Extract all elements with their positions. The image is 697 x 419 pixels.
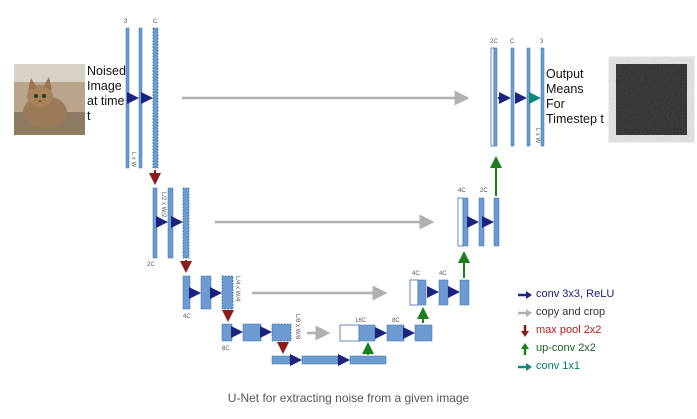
feature-map-d4-copy <box>339 324 360 342</box>
feature-map-d4-a <box>386 324 405 342</box>
feature-map-l3-b <box>200 275 212 310</box>
legend-pool: max pool 2x2 <box>518 323 614 338</box>
channel-label: 8C <box>392 318 400 324</box>
feature-map-l2-b <box>167 187 174 259</box>
conv1x1-arrow-icon <box>518 362 532 371</box>
dim-label: L/8 x W/8 <box>294 314 300 340</box>
feature-map-l2-a <box>152 187 158 259</box>
channel-label: C <box>153 19 158 25</box>
feature-map-d2-up <box>462 197 469 247</box>
feature-map-d1-copy <box>490 47 495 147</box>
feature-map-d3-b <box>459 279 470 306</box>
output-noise-image <box>616 64 687 135</box>
feature-map-d1-b <box>526 47 531 147</box>
feature-map-d3-copy <box>409 279 419 306</box>
feature-map-d2-a <box>478 197 485 247</box>
up-conv-arrow-icon <box>521 342 529 355</box>
channel-label: 16C <box>355 318 367 324</box>
copy-arrow-icon <box>518 308 532 317</box>
dim-label: L/2 x W/2 <box>160 192 166 218</box>
channel-label: 2C <box>490 39 498 45</box>
input-label: Noised Image at time t <box>87 64 126 123</box>
feature-map-d1-out <box>540 47 545 147</box>
dim-label: L x W <box>534 128 540 143</box>
feature-map-d2-copy <box>457 197 464 247</box>
legend-up: up-conv 2x2 <box>518 341 614 356</box>
feature-map-l1-a <box>138 27 143 169</box>
feature-map-l3-c <box>221 275 234 310</box>
legend-copy: copy and crop <box>518 305 614 320</box>
feature-map-d4-b <box>414 324 433 342</box>
feature-map-d3-a <box>438 279 449 306</box>
channel-label: 2C <box>480 188 488 194</box>
conv-arrow-icon <box>518 290 532 299</box>
channel-label: 8C <box>222 346 230 352</box>
feature-map-d1-up <box>493 47 498 147</box>
pool-arrow-icon <box>521 324 529 337</box>
input-cat-image <box>14 64 85 135</box>
dim-label: L x W <box>130 152 136 167</box>
channel-label: 4C <box>458 188 466 194</box>
feature-map-bottleneck-a <box>271 355 291 365</box>
feature-map-l4-c <box>271 323 292 342</box>
feature-map-l2-c <box>182 187 190 259</box>
channel-label: 4C <box>412 271 420 277</box>
channel-label: 2C <box>147 262 155 268</box>
dim-label: L/4 x W/4 <box>234 276 240 302</box>
feature-map-d3-up <box>417 279 427 306</box>
channel-label: C <box>510 39 515 45</box>
feature-map-bottleneck-c <box>349 355 387 365</box>
feature-map-l3-a <box>182 275 191 310</box>
channel-label: 3 <box>540 39 544 45</box>
feature-map-l4-a <box>221 323 233 342</box>
output-label: Output Means For Timestep t <box>546 67 604 126</box>
legend: conv 3x3, ReLU copy and crop max pool 2x… <box>518 287 614 377</box>
feature-map-l1-b <box>152 27 159 169</box>
channel-label: 4C <box>183 314 191 320</box>
feature-map-d2-b <box>493 197 500 247</box>
feature-map-l4-b <box>242 323 262 342</box>
channel-label: 4C <box>439 271 447 277</box>
feature-map-d4-up <box>358 324 376 342</box>
channel-label: 3 <box>124 19 128 25</box>
legend-conv1x1: conv 1x1 <box>518 359 614 374</box>
legend-conv: conv 3x3, ReLU <box>518 287 614 302</box>
feature-map-d1-a <box>510 47 515 147</box>
figure-caption: U-Net for extracting noise from a given … <box>227 391 470 405</box>
feature-map-bottleneck-b <box>301 355 339 365</box>
